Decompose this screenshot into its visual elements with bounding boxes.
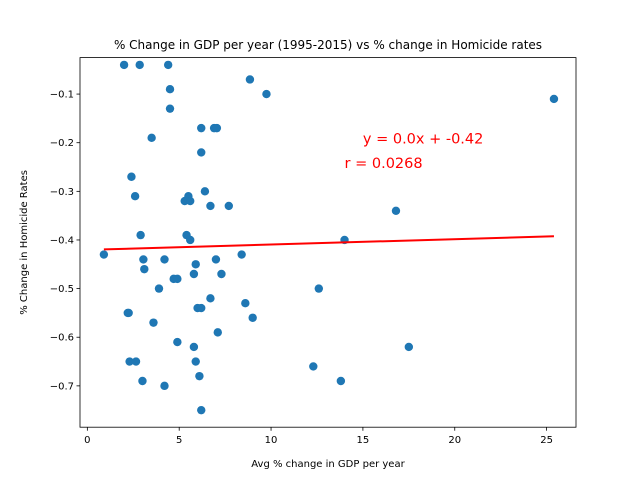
data-point-1: [135, 60, 144, 70]
data-point-13: [127, 172, 136, 181]
data-point-53: [191, 357, 200, 366]
x-tick-label-2: 10: [265, 435, 278, 446]
data-point-32: [191, 260, 200, 269]
regression-line-group: [103, 235, 554, 251]
data-point-6: [165, 104, 175, 113]
y-axis-label: % Change in Homicide Rates: [19, 170, 30, 315]
regression-line: [103, 235, 554, 251]
y-axis-ticks: −0.1 −0.2 −0.3 −0.4 −0.5 −0.6 −0.7: [50, 90, 80, 392]
data-point-48: [173, 337, 182, 347]
data-point-2: [163, 60, 173, 70]
data-point-40: [241, 298, 250, 308]
data-point-54: [309, 362, 318, 371]
data-point-15: [200, 187, 210, 196]
data-point-18: [186, 196, 195, 206]
y-tick-label-3: −0.4: [50, 235, 74, 246]
data-point-50: [404, 342, 414, 352]
data-point-34: [217, 269, 226, 279]
x-tick-label-0: 0: [84, 435, 90, 446]
data-point-8: [147, 133, 156, 143]
data-point-37: [154, 284, 164, 293]
data-point-24: [186, 235, 195, 245]
y-tick-label-2: −0.3: [50, 187, 74, 198]
data-point-5: [165, 85, 175, 94]
y-tick-label-1: −0.2: [50, 138, 74, 149]
plot-frame: [79, 57, 577, 428]
data-point-0: [119, 60, 129, 70]
data-point-59: [197, 405, 206, 415]
y-tick-label-0: −0.1: [50, 90, 74, 101]
data-point-51: [125, 357, 134, 366]
data-point-29: [211, 255, 221, 264]
data-point-56: [138, 376, 147, 386]
data-point-47: [213, 328, 222, 337]
data-point-49: [189, 342, 199, 352]
data-point-9: [197, 123, 206, 133]
data-point-52: [131, 357, 141, 366]
data-point-7: [549, 94, 559, 104]
x-axis-ticks: 0 5 10 15 20 25: [84, 427, 553, 446]
y-tick-label-4: −0.5: [50, 284, 74, 295]
chart-title: % Change in GDP per year (1995-2015) vs …: [114, 38, 542, 52]
data-point-55: [195, 371, 204, 381]
data-point-39: [206, 294, 215, 303]
regression-equation-label: y = 0.0x + -0.42: [363, 132, 483, 148]
data-point-31: [140, 264, 149, 274]
y-tick-label-6: −0.7: [50, 381, 74, 392]
data-point-20: [224, 201, 233, 211]
data-point-38: [314, 284, 324, 293]
data-point-4: [262, 89, 271, 99]
data-point-58: [160, 381, 169, 391]
data-point-11: [212, 123, 222, 133]
data-point-28: [160, 255, 169, 264]
data-point-36: [173, 274, 182, 284]
correlation-label: r = 0.0268: [345, 156, 423, 172]
x-axis-label: Avg % change in GDP per year: [251, 459, 405, 470]
data-point-46: [248, 313, 257, 322]
data-point-45: [149, 318, 158, 327]
data-point-57: [336, 376, 346, 386]
data-point-19: [206, 201, 215, 211]
x-tick-label-5: 25: [540, 435, 553, 446]
x-tick-label-1: 5: [176, 435, 182, 446]
data-point-14: [130, 192, 140, 201]
x-tick-label-3: 15: [357, 435, 370, 446]
data-point-33: [189, 269, 199, 279]
y-tick-label-5: −0.6: [50, 333, 74, 344]
data-point-21: [391, 206, 401, 215]
data-point-22: [136, 230, 145, 240]
data-point-3: [245, 75, 255, 84]
data-point-44: [124, 308, 133, 318]
data-point-42: [197, 303, 206, 313]
data-point-30: [237, 250, 246, 259]
data-points: [99, 60, 559, 415]
data-point-27: [139, 255, 148, 264]
x-tick-label-4: 20: [448, 435, 461, 446]
data-point-26: [99, 250, 109, 259]
data-point-12: [197, 148, 206, 157]
